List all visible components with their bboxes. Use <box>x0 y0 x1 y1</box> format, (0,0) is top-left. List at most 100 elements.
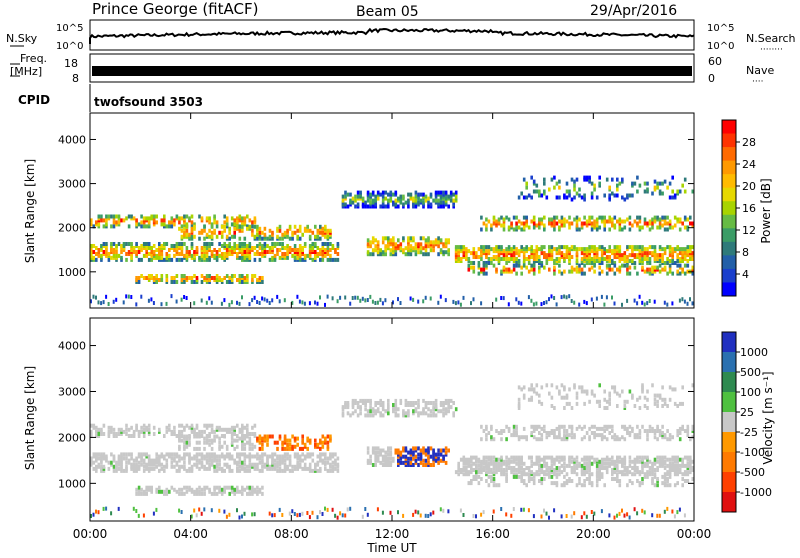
echo-cell <box>334 466 337 471</box>
echo-cell <box>646 187 649 192</box>
echo-cell <box>641 257 644 261</box>
echo-cell <box>308 515 311 520</box>
echo-cell <box>565 479 569 483</box>
echo-cell <box>384 409 387 414</box>
echo-cell <box>298 446 302 451</box>
echo-cell <box>210 234 214 239</box>
echo-cell <box>535 459 539 464</box>
echo-cell <box>636 271 639 276</box>
echo-cell <box>452 411 455 416</box>
echo-cell <box>621 253 624 258</box>
echo-cell <box>502 249 506 254</box>
echo-cell <box>470 459 473 464</box>
echo-cell <box>203 487 206 492</box>
echo-cell <box>208 458 211 463</box>
echo-cell <box>590 221 594 226</box>
echo-cell <box>681 459 684 464</box>
echo-cell <box>364 200 367 205</box>
echo-cell <box>555 435 559 440</box>
echo-cell <box>638 395 642 400</box>
echo-cell <box>397 463 400 467</box>
echo-cell <box>633 261 637 265</box>
echo-cell <box>142 460 146 465</box>
echo-cell <box>636 397 639 402</box>
echo-cell <box>475 457 478 462</box>
echo-cell <box>404 398 408 403</box>
echo-cell <box>643 255 647 259</box>
echo-cell <box>278 228 282 233</box>
echo-cell <box>404 463 408 467</box>
echo-cell <box>565 255 569 259</box>
echo-cell <box>568 477 571 481</box>
echo-cell <box>590 424 594 429</box>
echo-cell <box>238 458 242 463</box>
echo-cell <box>296 454 299 459</box>
echo-cell <box>392 192 395 197</box>
echo-cell <box>462 459 466 464</box>
echo-cell <box>241 464 244 469</box>
echo-cell <box>600 433 604 438</box>
echo-cell <box>540 263 544 268</box>
echo-cell <box>608 461 611 466</box>
echo-cell <box>570 245 574 250</box>
echo-cell <box>308 462 312 467</box>
echo-cell <box>603 424 606 429</box>
echo-cell <box>384 196 387 201</box>
echo-cell <box>351 411 355 416</box>
echo-cell <box>238 236 242 241</box>
echo-cell <box>447 409 450 414</box>
echo-cell <box>112 224 116 229</box>
echo-cell <box>439 401 443 405</box>
echo-cell <box>530 255 533 259</box>
echo-cell <box>183 436 186 441</box>
echo-cell <box>230 234 234 239</box>
echo-cell <box>683 470 687 475</box>
echo-cell <box>485 437 488 442</box>
echo-cell <box>195 487 199 492</box>
echo-cell <box>590 431 594 435</box>
echo-cell <box>648 219 652 224</box>
echo-cell <box>590 227 594 232</box>
echo-cell <box>316 442 320 447</box>
echo-cell <box>482 429 486 433</box>
echo-cell <box>658 189 662 194</box>
echo-cell <box>691 424 695 429</box>
echo-cell <box>160 462 164 467</box>
echo-cell <box>180 274 184 278</box>
echo-cell <box>120 255 123 260</box>
echo-cell <box>392 403 395 407</box>
echo-cell <box>525 215 528 220</box>
echo-cell <box>636 455 639 460</box>
echo-cell <box>573 183 576 188</box>
echo-cell <box>633 253 637 258</box>
echo-cell <box>558 185 561 190</box>
echo-cell <box>437 452 440 457</box>
echo-cell <box>230 434 234 439</box>
echo-cell <box>248 253 252 258</box>
echo-cell <box>276 248 279 252</box>
echo-cell <box>293 464 297 469</box>
echo-cell <box>381 405 385 410</box>
echo-cell <box>90 244 93 248</box>
echo-cell <box>462 245 466 250</box>
echo-cell <box>578 263 581 268</box>
echo-cell <box>553 271 556 276</box>
echo-cell <box>444 250 448 255</box>
echo-cell <box>376 190 380 195</box>
echo-cell <box>454 194 458 199</box>
echo-cell <box>515 215 518 220</box>
echo-cell <box>251 462 254 467</box>
echo-cell <box>369 454 372 459</box>
echo-cell <box>112 248 116 252</box>
echo-cell <box>666 221 669 226</box>
echo-cell <box>676 269 679 274</box>
echo-cell <box>500 223 503 228</box>
echo-cell <box>215 454 219 459</box>
echo-cell <box>472 269 476 274</box>
echo-cell <box>215 425 219 430</box>
echo-cell <box>188 276 191 280</box>
echo-cell <box>608 193 611 198</box>
echo-cell <box>283 458 287 463</box>
echo-cell <box>689 459 692 464</box>
echo-cell <box>590 191 594 196</box>
